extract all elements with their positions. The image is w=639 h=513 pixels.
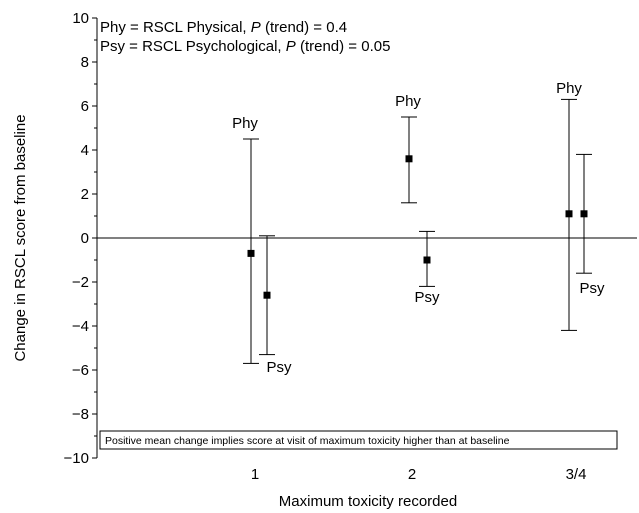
series-label-phy: Phy xyxy=(395,93,421,110)
x-axis-title: Maximum toxicity recorded xyxy=(279,493,457,510)
y-tick-label: −10 xyxy=(64,450,89,467)
legend: Phy = RSCL Physical, P (trend) = 0.4 Psy… xyxy=(100,19,390,55)
y-tick-label: −8 xyxy=(72,406,89,423)
series-label-phy: Phy xyxy=(232,115,258,132)
legend-line-psychological: Psy = RSCL Psychological, P (trend) = 0.… xyxy=(100,38,390,55)
note-box: Positive mean change implies score at vi… xyxy=(99,430,618,450)
x-tick-label: 1 xyxy=(251,466,259,483)
series-label-psy: Psy xyxy=(414,289,440,306)
y-tick-label: −6 xyxy=(72,362,89,379)
series-label-psy: Psy xyxy=(266,359,292,376)
y-tick-label: 4 xyxy=(81,142,89,159)
series-label-phy: Phy xyxy=(556,80,582,97)
y-tick-label: −2 xyxy=(72,274,89,291)
point-phy xyxy=(405,155,413,163)
note-text: Positive mean change implies score at vi… xyxy=(105,435,510,447)
point-psy xyxy=(263,291,271,299)
y-tick-label: 0 xyxy=(81,230,89,247)
y-tick-label: 2 xyxy=(81,186,89,203)
y-tick-label: 10 xyxy=(72,10,89,27)
note-box-frame xyxy=(99,430,618,450)
point-phy xyxy=(565,210,573,218)
y-axis-title: Change in RSCL score from baseline xyxy=(12,114,29,361)
series-label-psy: Psy xyxy=(579,280,605,297)
point-phy xyxy=(247,249,255,257)
x-tick-label: 3/4 xyxy=(566,466,587,483)
legend-line-physical: Phy = RSCL Physical, P (trend) = 0.4 xyxy=(100,19,347,36)
point-psy xyxy=(580,210,588,218)
y-tick-label: 6 xyxy=(81,98,89,115)
x-tick-label: 2 xyxy=(408,466,416,483)
y-tick-label: −4 xyxy=(72,318,89,335)
point-psy xyxy=(423,256,431,264)
y-tick-label: 8 xyxy=(81,54,89,71)
